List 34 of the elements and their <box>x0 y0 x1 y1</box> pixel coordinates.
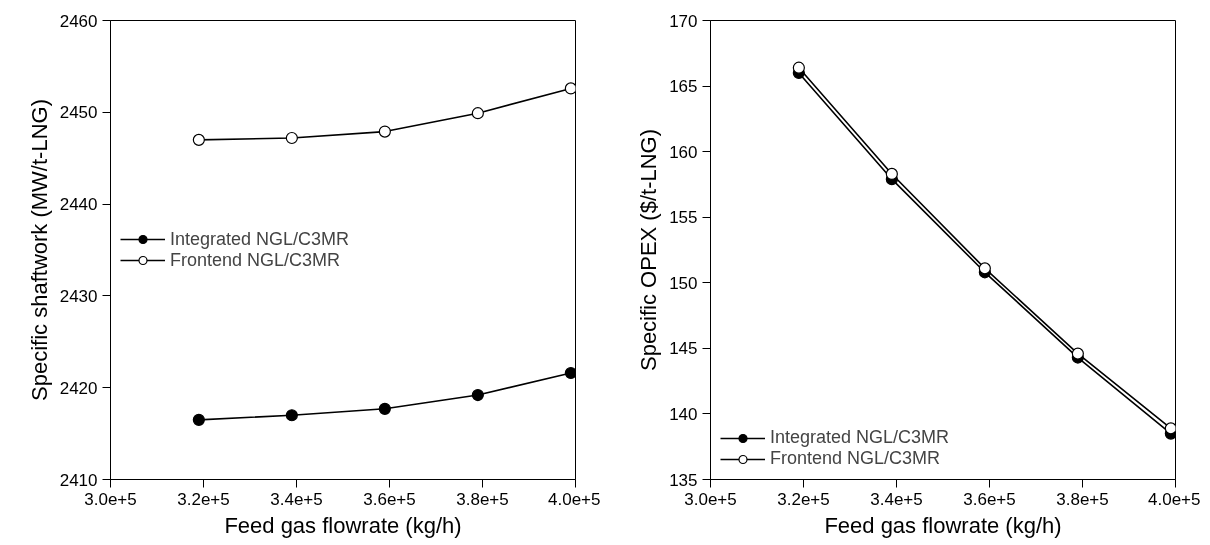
y-tick-label: 2420 <box>59 378 98 398</box>
x-tick-label: 3.4e+5 <box>270 489 323 509</box>
y-tick-label: 145 <box>669 339 698 359</box>
y-tick-label: 170 <box>669 11 698 31</box>
y-axis-title: Specific OPEX ($/t-LNG) <box>636 128 662 372</box>
y-tick-label: 155 <box>669 208 698 228</box>
x-tick-label: 3.2e+5 <box>177 489 230 509</box>
x-tick-label: 3.0e+5 <box>84 489 137 509</box>
x-axis-title: Feed gas flowrate (kg/h) <box>224 512 462 538</box>
x-tick-label: 3.0e+5 <box>684 489 737 509</box>
x-tick-label: 3.4e+5 <box>870 489 923 509</box>
x-tick-label: 3.6e+5 <box>363 489 416 509</box>
x-tick-label: 3.6e+5 <box>963 489 1016 509</box>
legend-label: Frontend NGL/C3MR <box>170 249 341 271</box>
y-tick-label: 140 <box>669 404 698 424</box>
legend-label: Integrated NGL/C3MR <box>770 427 950 448</box>
y-tick-label: 165 <box>669 77 698 97</box>
x-axis-title: Feed gas flowrate (kg/h) <box>824 512 1062 538</box>
legend-label: Frontend NGL/C3MR <box>770 448 941 469</box>
x-tick-label: 3.2e+5 <box>777 489 830 509</box>
x-tick-label: 3.8e+5 <box>456 489 509 509</box>
y-tick-label: 150 <box>669 273 698 293</box>
y-tick-label: 2450 <box>59 103 98 123</box>
y-tick-label: 2460 <box>59 11 98 31</box>
y-tick-label: 160 <box>669 142 698 162</box>
x-tick-label: 3.8e+5 <box>1056 489 1109 509</box>
x-tick-label: 4.0e+5 <box>548 489 601 509</box>
y-tick-label: 2440 <box>59 195 98 215</box>
legend-label: Integrated NGL/C3MR <box>170 228 350 250</box>
y-tick-label: 2430 <box>59 286 98 306</box>
y-tick-label: 2410 <box>59 470 98 490</box>
y-axis-title: Specific shaftwork (MW/t-LNG) <box>26 99 52 401</box>
x-tick-label: 4.0e+5 <box>1148 489 1201 509</box>
y-tick-label: 135 <box>669 470 698 490</box>
